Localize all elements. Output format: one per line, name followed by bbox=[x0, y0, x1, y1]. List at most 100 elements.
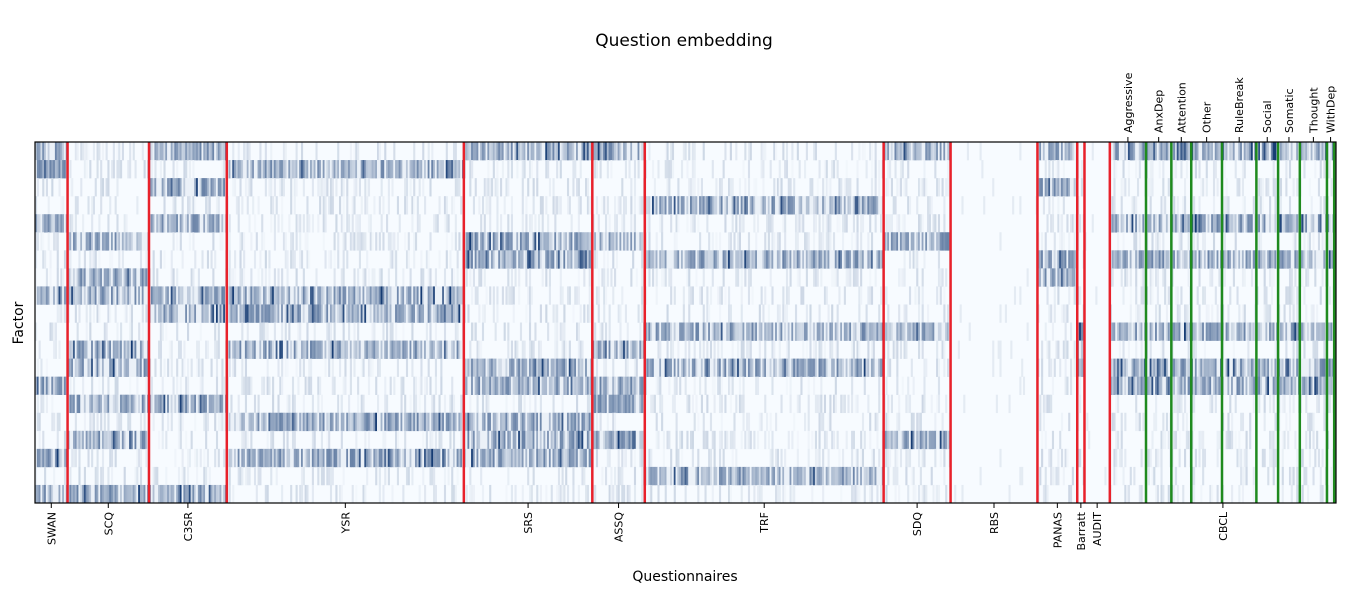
heatmap-cell bbox=[192, 286, 195, 305]
heatmap-cell bbox=[527, 286, 530, 305]
heatmap-cell bbox=[367, 286, 371, 305]
heatmap-cell bbox=[670, 160, 673, 179]
heatmap-cell bbox=[481, 232, 485, 251]
heatmap-cell bbox=[373, 448, 376, 468]
heatmap-cell bbox=[639, 430, 642, 450]
heatmap-cell bbox=[507, 448, 510, 468]
heatmap-cell bbox=[554, 304, 557, 323]
heatmap-cell bbox=[469, 376, 472, 395]
heatmap-cell bbox=[536, 376, 539, 395]
heatmap-cell bbox=[572, 484, 575, 504]
heatmap-cell bbox=[677, 214, 680, 233]
heatmap-cell bbox=[82, 358, 85, 377]
heatmap-cell bbox=[36, 376, 39, 395]
heatmap-cell bbox=[798, 394, 801, 414]
heatmap-cell bbox=[87, 232, 90, 251]
heatmap-cell bbox=[764, 322, 767, 341]
heatmap-cell bbox=[664, 484, 667, 504]
heatmap-cell bbox=[333, 412, 336, 432]
heatmap-cell bbox=[201, 376, 204, 395]
heatmap-cell bbox=[284, 286, 287, 305]
heatmap-cell bbox=[601, 376, 604, 395]
heatmap-cell bbox=[545, 412, 548, 432]
heatmap-cell bbox=[103, 430, 106, 450]
heatmap-cell bbox=[675, 466, 678, 486]
heatmap-cell bbox=[706, 250, 709, 269]
heatmap-cell bbox=[509, 376, 512, 395]
heatmap-cell bbox=[787, 250, 790, 269]
heatmap-cell bbox=[346, 412, 349, 432]
heatmap-cell bbox=[635, 376, 638, 395]
heatmap-cell bbox=[136, 394, 139, 414]
heatmap-cell bbox=[434, 340, 437, 359]
heatmap-cell bbox=[820, 412, 823, 432]
heatmap-cell bbox=[501, 286, 504, 305]
heatmap-cell bbox=[729, 196, 732, 215]
heatmap-cell bbox=[834, 394, 837, 414]
heatmap-cell bbox=[679, 250, 682, 269]
heatmap-cell bbox=[98, 304, 101, 323]
heatmap-cell bbox=[306, 196, 309, 215]
heatmap-cell bbox=[474, 376, 477, 395]
heatmap-cell bbox=[836, 340, 839, 359]
heatmap-cell bbox=[44, 448, 47, 468]
heatmap-cell bbox=[107, 412, 110, 432]
heatmap-cell bbox=[621, 286, 624, 305]
heatmap-cell bbox=[129, 232, 132, 251]
heatmap-cell bbox=[82, 286, 85, 305]
heatmap-cell bbox=[358, 214, 361, 233]
heatmap-cell bbox=[83, 268, 86, 287]
heatmap-cell bbox=[514, 142, 517, 161]
heatmap-cell bbox=[729, 484, 732, 504]
heatmap-cell bbox=[215, 340, 219, 359]
heatmap-cell bbox=[130, 286, 134, 305]
heatmap-cell bbox=[661, 466, 664, 486]
heatmap-cell bbox=[686, 322, 689, 341]
heatmap-cell bbox=[501, 412, 504, 432]
heatmap-cell bbox=[469, 142, 472, 161]
heatmap-cell bbox=[116, 340, 119, 359]
heatmap-cell bbox=[684, 322, 687, 341]
heatmap-cell bbox=[192, 484, 195, 504]
heatmap-cell bbox=[507, 142, 510, 161]
heatmap-cell bbox=[393, 142, 396, 161]
heatmap-cell bbox=[219, 412, 222, 432]
heatmap-cell bbox=[290, 286, 293, 305]
heatmap-cell bbox=[427, 412, 430, 432]
heatmap-cell bbox=[143, 412, 146, 432]
heatmap-cell bbox=[494, 448, 497, 468]
heatmap-cell bbox=[74, 142, 77, 161]
heatmap-cell bbox=[489, 286, 492, 305]
heatmap-cell bbox=[556, 484, 559, 504]
heatmap-cell bbox=[597, 286, 600, 305]
heatmap-cell bbox=[722, 250, 725, 269]
heatmap-cell bbox=[107, 160, 110, 179]
heatmap-cell bbox=[648, 484, 651, 504]
heatmap-cell bbox=[503, 376, 506, 395]
heatmap-cell bbox=[872, 358, 875, 377]
heatmap-cell bbox=[695, 268, 698, 287]
heatmap-cell bbox=[376, 286, 380, 305]
heatmap-cell bbox=[219, 394, 222, 414]
heatmap-cell bbox=[690, 178, 693, 197]
heatmap-cell bbox=[223, 448, 226, 468]
heatmap-cell bbox=[827, 196, 830, 215]
heatmap-cell bbox=[809, 178, 812, 197]
heatmap-cell bbox=[109, 196, 112, 215]
heatmap-cell bbox=[880, 250, 883, 269]
heatmap-cell bbox=[594, 250, 597, 269]
heatmap-cell bbox=[747, 322, 751, 341]
heatmap-cell bbox=[167, 412, 170, 432]
heatmap-cell bbox=[664, 358, 667, 377]
heatmap-cell bbox=[771, 322, 774, 341]
heatmap-cell bbox=[489, 142, 492, 161]
heatmap-cell bbox=[713, 376, 716, 395]
heatmap-cell bbox=[501, 448, 504, 468]
heatmap-cell bbox=[702, 196, 705, 215]
heatmap-cell bbox=[586, 250, 589, 269]
heatmap-cell bbox=[396, 196, 399, 215]
heatmap-cell bbox=[49, 286, 52, 305]
heatmap-cell bbox=[742, 376, 745, 395]
heatmap-cell bbox=[306, 286, 309, 305]
heatmap-cell bbox=[418, 178, 421, 197]
